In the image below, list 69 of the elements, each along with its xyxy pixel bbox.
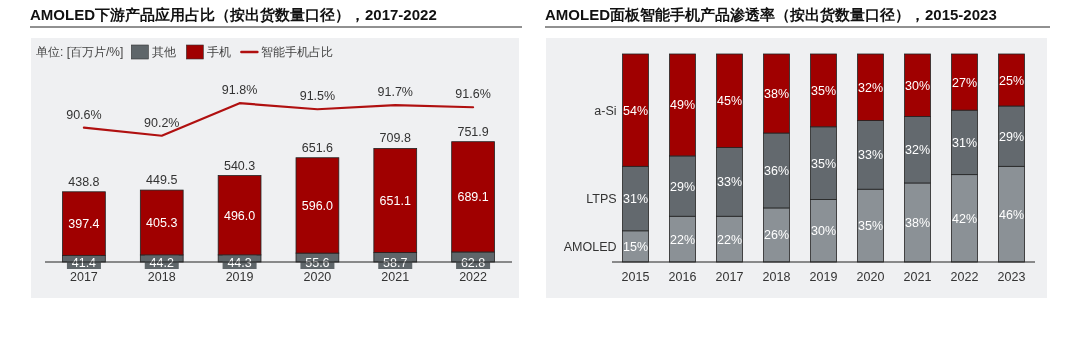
data-label: 33% [857, 148, 884, 163]
total-label: 709.8 [379, 131, 411, 146]
data-label: 49% [669, 98, 696, 113]
x-tick-label: 2022 [950, 270, 979, 284]
data-label: 15% [622, 239, 649, 254]
data-label: 32% [857, 80, 884, 95]
series-label: LTPS [586, 192, 617, 207]
data-label: 33% [716, 175, 743, 190]
x-tick-label: 2015 [621, 270, 650, 284]
x-tick-label: 2016 [668, 270, 697, 284]
data-label: 45% [716, 94, 743, 109]
data-label: 26% [763, 228, 790, 243]
x-tick-label: 2021 [381, 270, 410, 284]
x-tick-label: 2021 [903, 270, 932, 284]
data-label: 35% [810, 83, 837, 98]
data-label: 30% [810, 224, 837, 239]
chart-title: AMOLED面板智能手机产品渗透率（按出货数量口径），2015-2023 [545, 6, 997, 23]
data-label: 651.1 [379, 194, 411, 209]
x-tick-label: 2017 [70, 270, 98, 284]
x-tick-label: 2023 [997, 270, 1026, 284]
data-label: 22% [669, 232, 696, 247]
data-label: 689.1 [457, 190, 489, 205]
data-label: 32% [904, 143, 931, 158]
total-label: 449.5 [146, 173, 178, 188]
x-tick-label: 2018 [762, 270, 791, 284]
total-label: 438.8 [68, 174, 100, 189]
data-label: 405.3 [146, 216, 178, 230]
data-label: 36% [763, 163, 790, 178]
total-label: 540.3 [223, 158, 256, 173]
data-label: 90.2% [144, 115, 180, 130]
data-label: 91.6% [455, 87, 491, 102]
data-label: 30% [904, 78, 931, 93]
data-label: 35% [857, 219, 884, 234]
x-tick-label: 2020 [303, 270, 332, 284]
data-label: 90.6% [66, 107, 102, 122]
series-label: a-Si [594, 103, 617, 118]
data-label: 38% [763, 87, 790, 102]
data-label: 91.8% [221, 83, 258, 98]
legend-label: 手机 [207, 45, 232, 59]
data-label: 27% [951, 75, 978, 90]
data-label: 31% [622, 192, 649, 207]
legend-title: 单位: [百万片/%] [36, 45, 124, 59]
data-label: 31% [951, 135, 978, 150]
data-label: 29% [998, 129, 1025, 144]
data-label: 496.0 [223, 208, 256, 223]
x-tick-label: 2022 [459, 270, 488, 284]
data-label: 91.7% [377, 85, 413, 100]
legend-label: 智能手机占比 [261, 45, 334, 59]
data-label: 35% [810, 156, 837, 171]
series-label: AMOLED [563, 239, 617, 254]
x-tick-label: 2017 [715, 270, 744, 284]
data-label: 91.5% [299, 89, 336, 104]
chart-title: AMOLED下游产品应用占比（按出货数量口径），2017-2022 [30, 6, 437, 23]
data-label: 29% [669, 179, 696, 194]
data-label: 22% [716, 232, 743, 247]
total-label: 751.9 [457, 124, 489, 139]
data-label: 596.0 [301, 198, 334, 213]
x-tick-label: 2019 [809, 270, 838, 284]
data-label: 46% [998, 207, 1025, 222]
data-label: 38% [904, 215, 931, 230]
legend-label: 其他 [152, 45, 177, 59]
total-label: 651.6 [301, 140, 334, 155]
data-label: 25% [998, 73, 1025, 88]
x-tick-label: 2019 [225, 270, 254, 284]
x-tick-label: 2020 [856, 270, 885, 284]
data-label: 397.4 [68, 217, 100, 232]
data-label: 54% [622, 103, 649, 118]
data-label: 42% [951, 211, 978, 226]
x-tick-label: 2018 [147, 270, 176, 284]
